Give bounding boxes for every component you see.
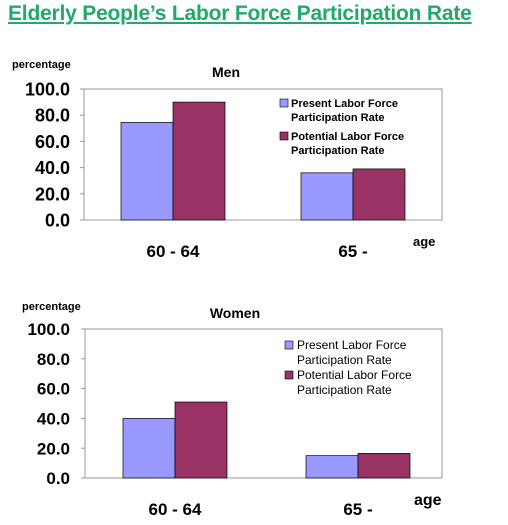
y-tick-label: 100.0 [25,79,70,99]
chart-title: Men [212,64,240,80]
y-tick-label: 20.0 [35,184,70,204]
bar-present-65-plus [300,172,354,221]
y-tick-label: 60.0 [35,132,70,152]
legend-swatch-potential [279,131,289,141]
legend-label-potential-line2: Participation Rate [297,383,392,397]
legend-label-present-line1: Present Labor Force [291,98,398,110]
y-tick-label: 80.0 [37,350,70,369]
chart-title: Women [210,305,260,321]
bar-potential-65-plus [352,168,406,221]
ylabel: percentage [22,301,81,313]
xlabel: age [413,234,435,249]
bar-present-65-plus [305,455,359,479]
bar-potential-60-64 [172,101,226,221]
legend-label-potential-line2: Participation Rate [291,145,385,157]
y-tick-label: 40.0 [35,158,70,178]
page-title: Elderly People’s Labor Force Participati… [8,2,472,25]
chart-men: percentage Men 0.020.040.060.080.0100.0 … [12,59,443,261]
y-tick-label: 0.0 [46,469,70,488]
legend-swatch-present [279,98,289,108]
x-category-label: 60 - 64 [147,242,200,261]
legend: Present Labor Force Participation Rate P… [284,338,412,397]
ylabel: percentage [12,59,71,71]
y-tick-label: 40.0 [37,410,70,429]
legend-label-present-line1: Present Labor Force [297,338,407,352]
legend-label-potential-line1: Potential Labor Force [291,131,404,143]
y-tick-label: 80.0 [35,106,70,126]
legend-swatch-potential [284,370,294,380]
y-tick-label: 0.0 [45,210,70,230]
legend-label-present-line2: Participation Rate [297,353,392,367]
legend-label-present-line2: Participation Rate [291,112,385,124]
bar-present-60-64 [120,122,174,221]
y-tick-label: 100.0 [27,320,70,339]
legend-label-potential-line1: Potential Labor Force [297,368,412,382]
legend-swatch-present [284,340,294,350]
x-category-label: 60 - 64 [149,500,202,519]
xlabel: age [414,492,442,509]
bar-potential-60-64 [174,401,228,479]
bar-present-60-64 [122,418,176,479]
chart-women: percentage Women 0.0 20.0 40.0 60.0 80.0 100.… [22,301,443,519]
y-tick-label: 60.0 [37,380,70,399]
legend: Present Labor Force Participation Rate P… [279,98,404,157]
x-category-label: 65 - [343,500,372,519]
bar-potential-65-plus [357,453,411,479]
x-category-label: 65 - [338,242,367,261]
y-tick-label: 20.0 [37,439,70,458]
